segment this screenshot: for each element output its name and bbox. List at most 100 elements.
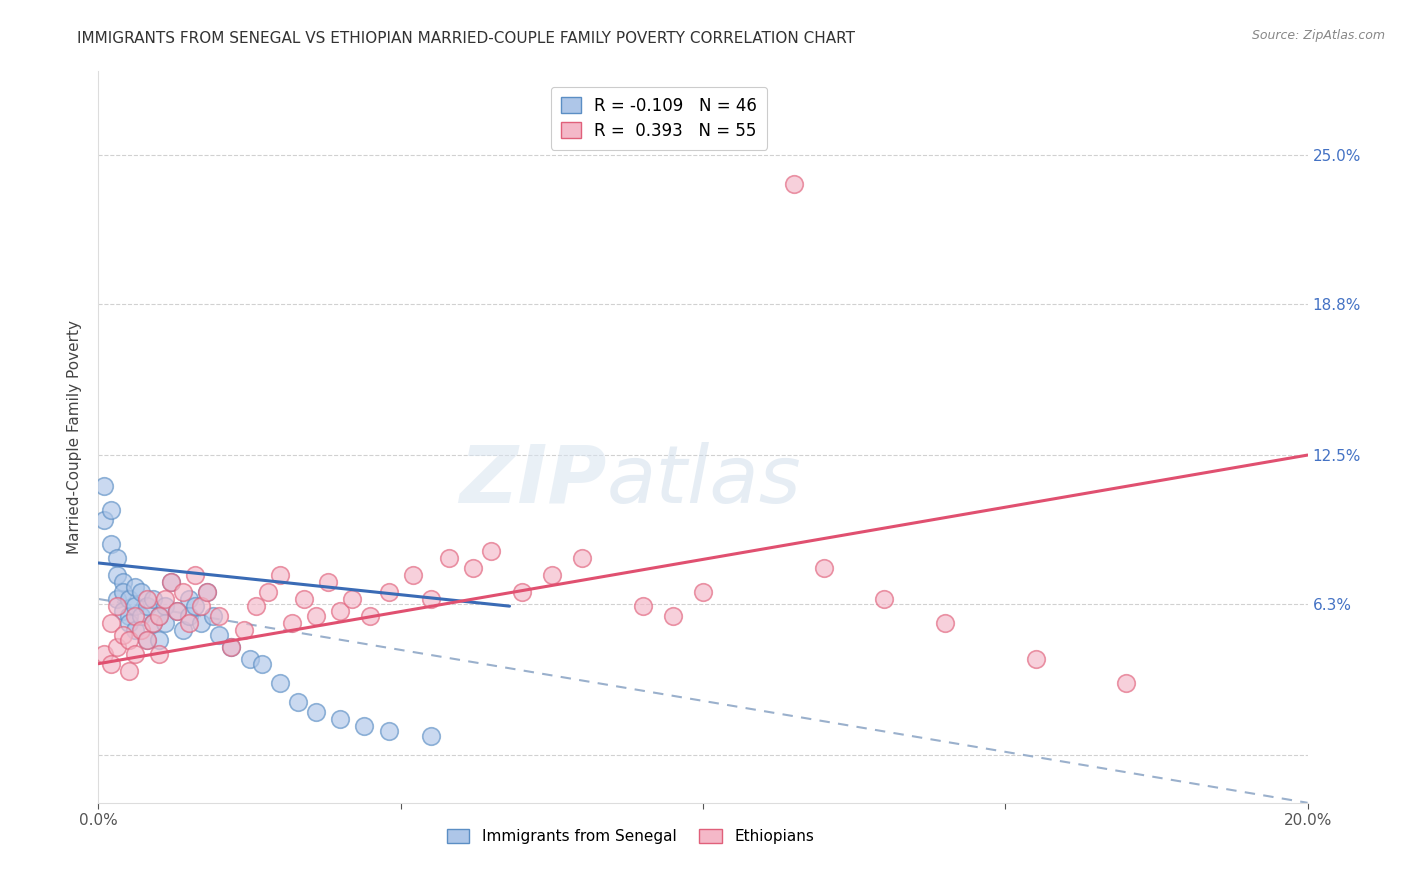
Point: [873, 591, 896, 606]
Point: [571, 551, 593, 566]
Point: [269, 676, 291, 690]
Point: [160, 575, 183, 590]
Point: [377, 584, 399, 599]
Point: [353, 719, 375, 733]
Point: [124, 580, 146, 594]
Point: [305, 608, 328, 623]
Point: [105, 591, 128, 606]
Point: [232, 623, 254, 637]
Point: [190, 599, 212, 614]
Point: [172, 584, 194, 599]
Point: [124, 623, 146, 637]
Point: [208, 628, 231, 642]
Point: [184, 599, 207, 614]
Point: [184, 568, 207, 582]
Point: [208, 608, 231, 623]
Point: [100, 615, 122, 630]
Point: [148, 608, 170, 623]
Point: [631, 599, 654, 614]
Point: [124, 647, 146, 661]
Point: [195, 584, 218, 599]
Point: [1024, 652, 1046, 666]
Point: [287, 695, 309, 709]
Point: [481, 544, 503, 558]
Point: [142, 591, 165, 606]
Point: [105, 599, 128, 614]
Point: [360, 608, 382, 623]
Point: [1115, 676, 1137, 690]
Point: [118, 591, 141, 606]
Point: [256, 584, 278, 599]
Point: [463, 561, 485, 575]
Point: [153, 615, 176, 630]
Point: [221, 640, 243, 654]
Point: [342, 591, 364, 606]
Legend: Immigrants from Senegal, Ethiopians: Immigrants from Senegal, Ethiopians: [440, 822, 821, 850]
Point: [153, 599, 176, 614]
Point: [329, 712, 352, 726]
Point: [93, 647, 115, 661]
Point: [540, 568, 562, 582]
Point: [783, 177, 806, 191]
Point: [93, 479, 115, 493]
Point: [111, 584, 134, 599]
Point: [166, 604, 188, 618]
Y-axis label: Married-Couple Family Poverty: Married-Couple Family Poverty: [67, 320, 83, 554]
Point: [118, 615, 141, 630]
Point: [105, 568, 128, 582]
Text: ZIP: ZIP: [458, 442, 606, 520]
Point: [510, 584, 533, 599]
Point: [118, 632, 141, 647]
Point: [100, 657, 122, 671]
Point: [153, 591, 176, 606]
Point: [420, 729, 443, 743]
Point: [100, 503, 122, 517]
Point: [129, 608, 152, 623]
Point: [179, 615, 201, 630]
Point: [202, 608, 225, 623]
Point: [245, 599, 267, 614]
Point: [160, 575, 183, 590]
Point: [934, 615, 956, 630]
Point: [111, 575, 134, 590]
Point: [118, 608, 141, 623]
Point: [124, 599, 146, 614]
Point: [269, 568, 291, 582]
Point: [179, 608, 201, 623]
Point: [195, 584, 218, 599]
Point: [93, 513, 115, 527]
Point: [420, 591, 443, 606]
Point: [142, 615, 165, 630]
Point: [124, 608, 146, 623]
Point: [179, 591, 201, 606]
Point: [402, 568, 425, 582]
Point: [190, 615, 212, 630]
Point: [129, 623, 152, 637]
Point: [172, 623, 194, 637]
Point: [135, 599, 157, 614]
Text: atlas: atlas: [606, 442, 801, 520]
Point: [135, 632, 157, 647]
Point: [148, 647, 170, 661]
Point: [377, 723, 399, 738]
Point: [148, 608, 170, 623]
Point: [437, 551, 460, 566]
Point: [111, 604, 134, 618]
Point: [661, 608, 683, 623]
Point: [329, 604, 352, 618]
Point: [692, 584, 714, 599]
Point: [111, 628, 134, 642]
Point: [166, 604, 188, 618]
Point: [305, 705, 328, 719]
Point: [142, 615, 165, 630]
Point: [239, 652, 262, 666]
Point: [316, 575, 339, 590]
Point: [135, 591, 157, 606]
Point: [105, 551, 128, 566]
Point: [129, 584, 152, 599]
Point: [250, 657, 273, 671]
Text: Source: ZipAtlas.com: Source: ZipAtlas.com: [1251, 29, 1385, 42]
Point: [118, 664, 141, 678]
Point: [292, 591, 315, 606]
Text: IMMIGRANTS FROM SENEGAL VS ETHIOPIAN MARRIED-COUPLE FAMILY POVERTY CORRELATION C: IMMIGRANTS FROM SENEGAL VS ETHIOPIAN MAR…: [77, 31, 855, 46]
